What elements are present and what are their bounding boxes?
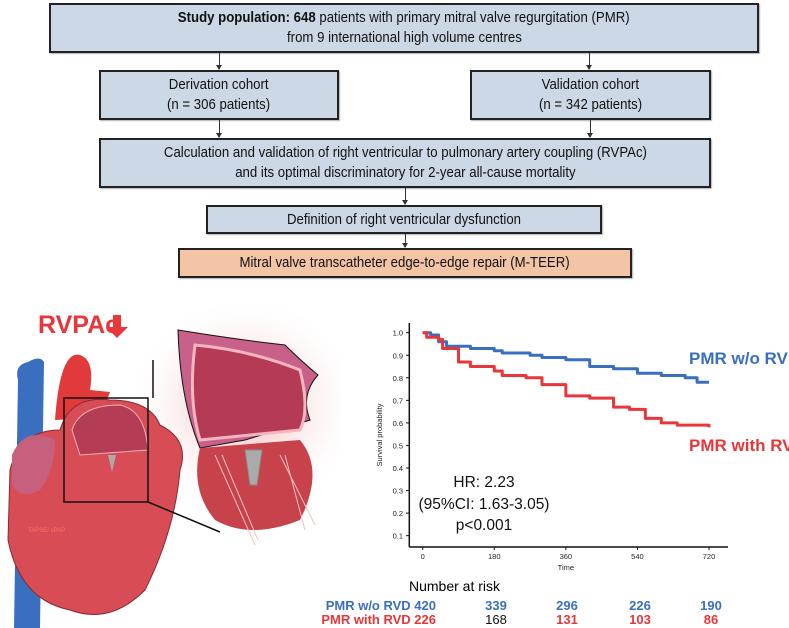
study-population-text: patients with primary mitral valve regur… [315, 9, 630, 26]
calculation-line2: and its optimal discriminatory for 2-yea… [234, 164, 576, 181]
arrow [216, 53, 222, 70]
enlarged-atrium-inner [190, 343, 307, 442]
study-population-bold: Study population: 648 [178, 9, 316, 26]
y-tick-label: 0.2 [393, 509, 403, 518]
zoom-box [63, 397, 149, 503]
validation-title: Validation cohort [541, 76, 640, 93]
y-tick-label: 0.4 [393, 464, 403, 473]
x-tick-label: 360 [560, 552, 573, 561]
y-tick-label: 0.3 [393, 487, 403, 496]
derivation-title: Derivation cohort [169, 76, 269, 93]
tapse-label: TAPSE/ sPAP [28, 528, 65, 534]
risk-value: 339 [485, 598, 507, 613]
zoom-line [147, 501, 221, 533]
survival-curve-pmr-with-rvd [422, 331, 711, 428]
validation-count: (n = 342 patients) [538, 96, 643, 113]
y-tick-label: 0.9 [393, 351, 403, 360]
hr-text: HR: 2.23 [453, 474, 515, 491]
arrow [216, 120, 222, 138]
risk-value: 103 [629, 612, 651, 627]
risk-table-title: Number at risk [409, 578, 501, 594]
rvpac-label: RVPAc [38, 311, 119, 339]
legend-pmr-without-rvd: PMR w/o RVD [689, 349, 789, 368]
calculation-box: Calculation and validation of right vent… [99, 138, 711, 188]
y-tick-label: 0.7 [393, 396, 403, 405]
ci-text: (95%CI: 1.63-3.05) [418, 495, 550, 513]
study-population-box: Study population: 648 patients with prim… [49, 3, 759, 53]
x-tick-label: 0 [421, 552, 425, 561]
down-arrow-icon [106, 315, 128, 338]
survival-chart: 0.1 0.2 0.3 0.4 0.5 0.6 0.7 0.8 0.9 1.0 0 180 360 540… [375, 323, 728, 572]
risk-row-label: PMR with RVD 226 [321, 612, 436, 627]
study-population-line2: from 9 international high volume centres [286, 29, 522, 46]
arrow [402, 234, 408, 248]
legend-pmr-with-rvd: PMR with RVD [689, 436, 789, 455]
definition-text: Definition of right ventricular dysfunct… [286, 210, 522, 228]
arrow [586, 53, 592, 70]
hazard-ratio-annotation: HR: 2.23 (95%CI: 1.63-3.05) p<0.001 [410, 472, 558, 537]
p-value-text: p<0.001 [455, 517, 513, 534]
x-axis-label: Time [558, 563, 574, 572]
risk-value: 296 [556, 598, 578, 613]
x-tick-label: 540 [631, 552, 644, 561]
validation-cohort-box: Validation cohort (n = 342 patients) [470, 70, 711, 120]
y-tick-label: 0.8 [393, 374, 403, 383]
y-axis-label: Survival probability [375, 403, 384, 466]
x-tick-label: 720 [703, 552, 716, 561]
risk-value: 86 [703, 612, 719, 627]
risk-value: 226 [629, 598, 651, 613]
risk-value: 190 [700, 598, 722, 613]
heart-illustration: RVPAc TAPSE/ sPAP [7, 300, 340, 628]
mitral-clip [108, 455, 116, 472]
enlarged-mitral-clip [244, 449, 263, 486]
x-tick-label: 180 [488, 552, 501, 561]
y-tick-label: 0.6 [393, 419, 403, 428]
right-atrium [12, 435, 55, 494]
derivation-cohort-box: Derivation cohort (n = 306 patients) [99, 70, 339, 120]
definition-box: Definition of right ventricular dysfunct… [206, 205, 602, 234]
survival-curve-pmr-without-rvd [422, 331, 709, 384]
derivation-count: (n = 306 patients) [167, 96, 271, 113]
risk-value: 168 [485, 612, 507, 627]
chordae [214, 454, 316, 546]
mteer-text: Mitral valve transcatheter edge-to-edge … [239, 254, 571, 271]
mteer-box: Mitral valve transcatheter edge-to-edge … [178, 248, 632, 278]
y-tick-label: 1.0 [393, 329, 403, 338]
calculation-line1: Calculation and validation of right vent… [163, 144, 647, 161]
y-tick-label: 0.1 [393, 532, 403, 541]
arrow [587, 120, 593, 138]
arrow [402, 188, 408, 205]
y-tick-label: 0.5 [393, 441, 403, 450]
risk-value: 131 [556, 612, 578, 627]
risk-row-label: PMR w/o RVD 420 [325, 598, 436, 613]
